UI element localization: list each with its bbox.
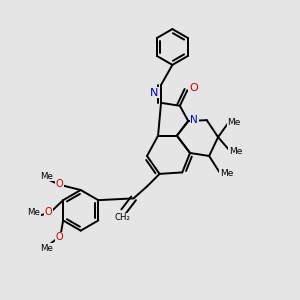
Text: N: N <box>149 88 158 98</box>
Text: O: O <box>45 207 52 217</box>
Text: CH₂: CH₂ <box>114 213 130 222</box>
Text: Me: Me <box>40 172 53 181</box>
Text: O: O <box>189 83 198 93</box>
Text: N: N <box>190 115 198 124</box>
Text: O: O <box>56 232 63 242</box>
Text: Me: Me <box>27 208 40 217</box>
Text: Me: Me <box>40 244 53 253</box>
Text: O: O <box>56 179 63 189</box>
Text: Me: Me <box>229 147 242 156</box>
Text: Me: Me <box>227 118 241 127</box>
Text: Me: Me <box>220 169 233 178</box>
